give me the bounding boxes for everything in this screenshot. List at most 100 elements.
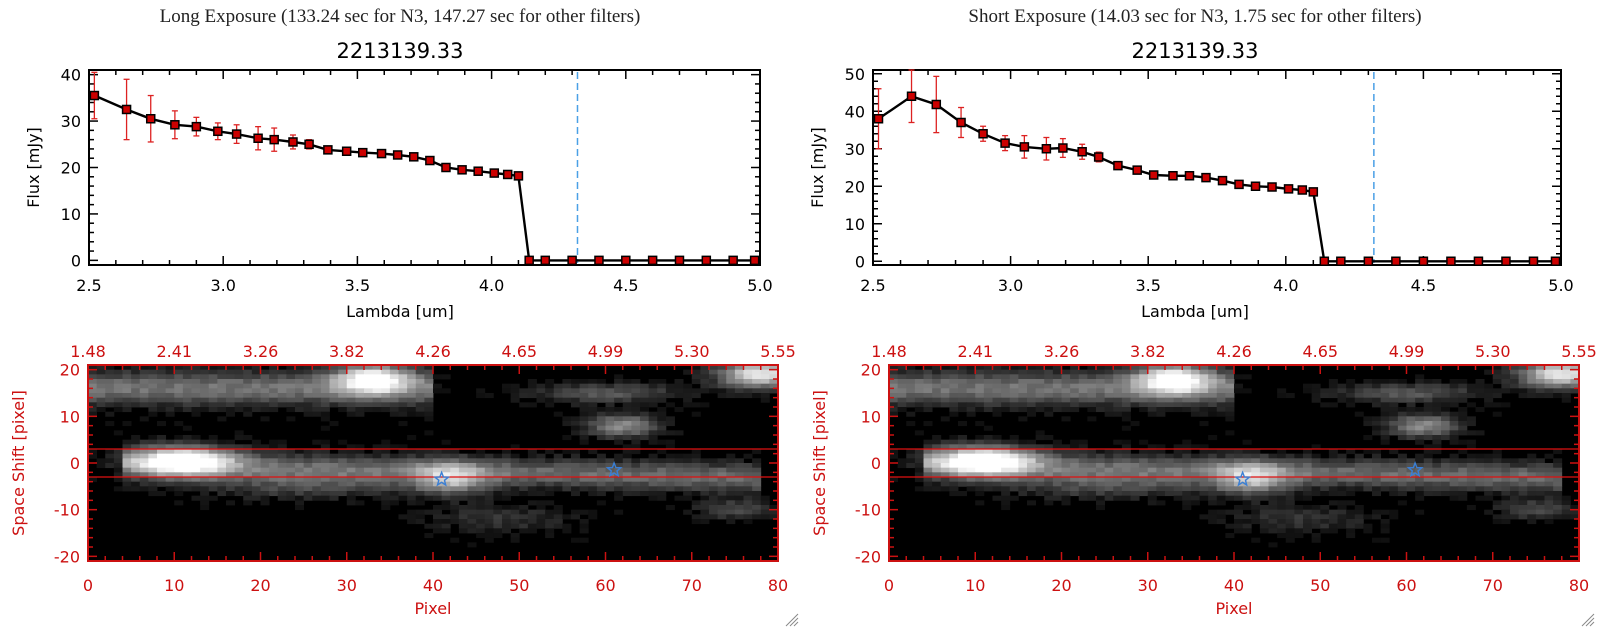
image-pixel bbox=[303, 411, 313, 417]
image-pixel bbox=[1061, 397, 1071, 403]
image-pixel bbox=[1346, 388, 1356, 394]
image-pixel bbox=[1328, 467, 1338, 473]
image-pixel bbox=[571, 453, 581, 459]
image-pixel bbox=[614, 477, 624, 483]
image-pixel bbox=[648, 411, 658, 417]
image-pixel bbox=[519, 458, 529, 464]
image-pixel bbox=[1216, 402, 1226, 408]
image-pixel bbox=[174, 453, 184, 459]
image-pixel bbox=[1018, 393, 1028, 399]
image-pixel bbox=[1147, 444, 1157, 450]
image-pixel bbox=[545, 402, 555, 408]
image-pixel bbox=[614, 411, 624, 417]
image-pixel bbox=[975, 481, 985, 487]
image-pixel bbox=[966, 393, 976, 399]
image-pixel bbox=[1372, 458, 1382, 464]
image-pixel bbox=[983, 481, 993, 487]
image-pixel bbox=[1553, 383, 1563, 389]
image-pixel bbox=[131, 397, 141, 403]
image-pixel bbox=[709, 365, 719, 371]
image-pixel bbox=[113, 467, 123, 473]
image-pixel bbox=[234, 407, 244, 413]
image-pixel bbox=[631, 463, 641, 469]
image-pixel bbox=[1087, 388, 1097, 394]
resize-grip-icons[interactable] bbox=[785, 613, 1595, 627]
image-pixel bbox=[743, 481, 753, 487]
image-pixel bbox=[1380, 523, 1390, 529]
image-pixel bbox=[1199, 374, 1209, 380]
image-pixel bbox=[769, 388, 779, 394]
image-pixel bbox=[277, 449, 287, 455]
image-pixel bbox=[122, 369, 132, 375]
image-pixel bbox=[1397, 407, 1407, 413]
image-pixel bbox=[596, 397, 606, 403]
image-pixel bbox=[1363, 481, 1373, 487]
image-pixel bbox=[182, 397, 192, 403]
image-pixel bbox=[648, 463, 658, 469]
image-pixel bbox=[1225, 477, 1235, 483]
image-pixel bbox=[700, 514, 710, 520]
image-pixel bbox=[1242, 374, 1252, 380]
image-pixel bbox=[510, 397, 520, 403]
image-pixel bbox=[1225, 481, 1235, 487]
image-pixel bbox=[1432, 407, 1442, 413]
image-pixel bbox=[1406, 393, 1416, 399]
image-pixel bbox=[579, 430, 589, 436]
image-pixel bbox=[113, 449, 123, 455]
image-pixel bbox=[415, 467, 425, 473]
image-pixel bbox=[536, 467, 546, 473]
image-pixel bbox=[1113, 449, 1123, 455]
image-pixel bbox=[148, 374, 158, 380]
image-pixel bbox=[1337, 481, 1347, 487]
image-pixel bbox=[769, 365, 779, 371]
image-pixel bbox=[105, 397, 115, 403]
image-pixel bbox=[1346, 402, 1356, 408]
image-pixel bbox=[975, 374, 985, 380]
image-pixel bbox=[295, 505, 305, 511]
x-tick-label: 50 bbox=[509, 576, 529, 595]
image-pixel bbox=[251, 463, 261, 469]
image-pixel bbox=[1475, 458, 1485, 464]
image-pixel bbox=[700, 509, 710, 515]
image-pixel bbox=[1432, 416, 1442, 422]
image-pixel bbox=[1346, 379, 1356, 385]
image-pixel bbox=[1518, 500, 1528, 506]
image-pixel bbox=[174, 365, 184, 371]
image-pixel bbox=[1389, 411, 1399, 417]
image-pixel bbox=[182, 472, 192, 478]
image-pixel bbox=[355, 500, 365, 506]
image-pixel bbox=[441, 388, 451, 394]
image-pixel bbox=[1208, 402, 1218, 408]
image-pixel bbox=[148, 397, 158, 403]
image-pixel bbox=[1484, 486, 1494, 492]
data-point-marker bbox=[931, 99, 942, 110]
data-point-marker bbox=[213, 126, 223, 137]
image-pixel bbox=[182, 486, 192, 492]
image-pixel bbox=[1225, 463, 1235, 469]
image-pixel bbox=[1190, 402, 1200, 408]
image-pixel bbox=[1354, 393, 1364, 399]
image-pixel bbox=[1501, 477, 1511, 483]
image-pixel bbox=[1096, 365, 1106, 371]
image-pixel bbox=[1277, 388, 1287, 394]
image-pixel bbox=[640, 467, 650, 473]
image-pixel bbox=[1216, 411, 1226, 417]
image-pixel bbox=[1501, 463, 1511, 469]
image-pixel bbox=[295, 397, 305, 403]
image-pixel bbox=[743, 486, 753, 492]
image-pixel bbox=[631, 425, 641, 431]
image-pixel bbox=[1268, 453, 1278, 459]
image-pixel bbox=[709, 467, 719, 473]
image-pixel bbox=[1242, 388, 1252, 394]
image-pixel bbox=[889, 397, 899, 403]
image-pixel bbox=[415, 486, 425, 492]
image-pixel bbox=[303, 481, 313, 487]
image-pixel bbox=[191, 486, 201, 492]
image-pixel bbox=[88, 374, 98, 380]
image-pixel bbox=[1501, 495, 1511, 501]
image-pixel bbox=[1406, 421, 1416, 427]
image-pixel bbox=[975, 458, 985, 464]
image-pixel bbox=[588, 486, 598, 492]
image-pixel bbox=[1449, 439, 1459, 445]
image-pixel bbox=[286, 495, 296, 501]
